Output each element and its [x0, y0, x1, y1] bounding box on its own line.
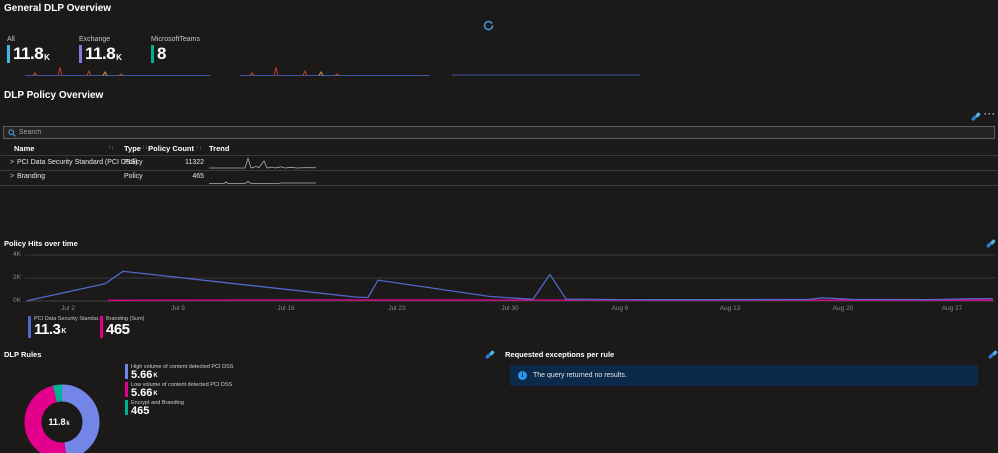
- workbook-item-icon[interactable]: [986, 239, 996, 249]
- no-results-message: The query returned no results.: [533, 372, 627, 379]
- search-input[interactable]: [18, 129, 990, 136]
- legend-value: 465: [131, 405, 150, 417]
- legend-item-branding: Branding (Sum) 465: [100, 316, 145, 338]
- legend-value: 11.3: [34, 321, 61, 338]
- donut-center-suffix: k: [66, 421, 70, 427]
- x-axis-tick: Aug 20: [832, 305, 854, 312]
- section-title-policy-hits: Policy Hits over time: [4, 239, 78, 248]
- legend-label: High volume of content detected PCI DSS: [131, 364, 234, 370]
- legend-item-high-volume: High volume of content detected PCI DSS …: [125, 364, 234, 381]
- legend-label: Branding (Sum): [106, 316, 145, 322]
- x-axis-tick: Aug 13: [719, 305, 741, 312]
- cell-policy-count: 11322: [185, 159, 204, 166]
- tile-label: All: [7, 36, 15, 43]
- row-expand-chevron[interactable]: >: [10, 173, 15, 180]
- donut-slice-low-volume: [24, 384, 100, 453]
- sparkline-exchange: [240, 67, 430, 76]
- cell-name: PCI Data Security Standard (PCI DSS): [17, 159, 138, 166]
- y-axis-tick: 4K: [13, 251, 21, 258]
- tile-all[interactable]: All 11.8 K: [7, 36, 50, 63]
- workbook-item-icon[interactable]: [988, 350, 998, 360]
- tile-value-suffix: K: [116, 52, 122, 62]
- table-divider: [0, 155, 998, 156]
- table-divider: [0, 170, 998, 171]
- legend-label: Encrypt and Branding: [131, 400, 184, 406]
- legend-item-encrypt-branding: Encrypt and Branding 465: [125, 400, 233, 417]
- x-axis-tick: Jul 9: [171, 305, 185, 312]
- info-icon: i: [518, 371, 527, 380]
- legend-label: Low volume of content detected PCI DSS: [131, 382, 233, 388]
- y-axis-tick: 2K: [13, 274, 21, 281]
- workbook-item-icon[interactable]: [485, 350, 495, 360]
- sparkline-microsoftteams: [452, 74, 640, 76]
- sparkline-all: [25, 67, 210, 76]
- cell-trend-sparkline: [209, 157, 316, 169]
- legend-value: 5.66: [131, 387, 153, 399]
- loading-spinner-icon: [483, 20, 494, 31]
- legend-label: PCI Data Security Standar...: [34, 316, 103, 322]
- x-axis-tick: Jul 16: [277, 305, 295, 312]
- dlp-rules-donut-chart: 11.8 k: [24, 384, 100, 453]
- tile-label: Exchange: [79, 36, 111, 43]
- x-axis-tick: Aug 6: [611, 305, 629, 312]
- cell-name: Branding: [17, 173, 46, 180]
- x-axis-tick: Aug 27: [941, 305, 963, 312]
- legend-value: 465: [106, 321, 130, 338]
- tile-exchange[interactable]: Exchange 11.8 K: [79, 36, 122, 63]
- legend-value-suffix: K: [153, 391, 158, 397]
- legend-value: 5.66: [131, 369, 153, 381]
- column-header-policy-count[interactable]: Policy Count: [148, 144, 194, 153]
- legend-value-suffix: K: [153, 373, 158, 379]
- row-expand-chevron[interactable]: >: [10, 159, 15, 166]
- series-pci-dss-line: [26, 270, 994, 302]
- tile-value: 11.8: [13, 44, 44, 63]
- workbook-item-icon[interactable]: [971, 112, 981, 122]
- tile-microsoftteams[interactable]: MicrosoftTeams 8: [151, 36, 200, 63]
- tile-accent-bar: [7, 45, 10, 63]
- tile-label: MicrosoftTeams: [151, 36, 201, 43]
- legend-color-bar: [125, 382, 128, 397]
- cell-type: Policy: [124, 173, 143, 180]
- tile-accent-bar: [79, 45, 82, 63]
- y-axis-tick: 0K: [13, 297, 21, 304]
- section-title-policy-overview: DLP Policy Overview: [4, 90, 104, 101]
- sort-icon-policy-count[interactable]: ↑↓: [196, 145, 202, 151]
- legend-item-low-volume: Low volume of content detected PCI DSS 5…: [125, 382, 233, 399]
- page-title: General DLP Overview: [4, 3, 112, 14]
- legend-value-suffix: K: [61, 328, 67, 335]
- legend-color-bar: [100, 316, 103, 338]
- column-header-name[interactable]: Name: [14, 144, 35, 153]
- cell-trend-sparkline: [209, 181, 316, 184]
- sort-icon-name[interactable]: ↑↓: [108, 145, 114, 151]
- tile-accent-bar: [151, 45, 154, 63]
- legend-color-bar: [125, 364, 128, 379]
- x-axis-tick: Jul 2: [61, 305, 75, 312]
- column-header-type[interactable]: Type: [124, 144, 141, 153]
- dlp-rules-legend: High volume of content detected PCI DSS …: [125, 364, 233, 418]
- donut-slice-encrypt: [24, 384, 100, 453]
- section-title-dlp-rules: DLP Rules: [4, 350, 42, 359]
- policy-hits-line-chart: [25, 254, 995, 302]
- sort-icon-type[interactable]: ↑↓: [142, 145, 148, 151]
- donut-slice-high-volume: [24, 384, 100, 453]
- legend-color-bar: [28, 316, 31, 338]
- donut-center-value: 11.8: [48, 417, 65, 427]
- section-title-exceptions: Requested exceptions per rule: [505, 350, 615, 359]
- more-options-button[interactable]: ···: [984, 109, 996, 119]
- cell-type: Policy: [124, 159, 143, 166]
- no-results-banner: i The query returned no results.: [510, 365, 978, 386]
- x-axis-tick: Jul 30: [501, 305, 519, 312]
- legend-color-bar: [125, 400, 128, 415]
- column-header-trend: Trend: [209, 144, 230, 153]
- tile-value: 11.8: [85, 44, 116, 63]
- legend-item-pci-dss: PCI Data Security Standar... 11.3 K: [28, 316, 103, 338]
- tile-value-suffix: K: [44, 52, 50, 62]
- search-box[interactable]: [3, 126, 995, 139]
- cell-policy-count: 465: [192, 173, 204, 180]
- search-icon: [8, 128, 16, 137]
- table-divider: [0, 185, 998, 186]
- x-axis-tick: Jul 23: [388, 305, 406, 312]
- tile-value: 8: [157, 44, 166, 63]
